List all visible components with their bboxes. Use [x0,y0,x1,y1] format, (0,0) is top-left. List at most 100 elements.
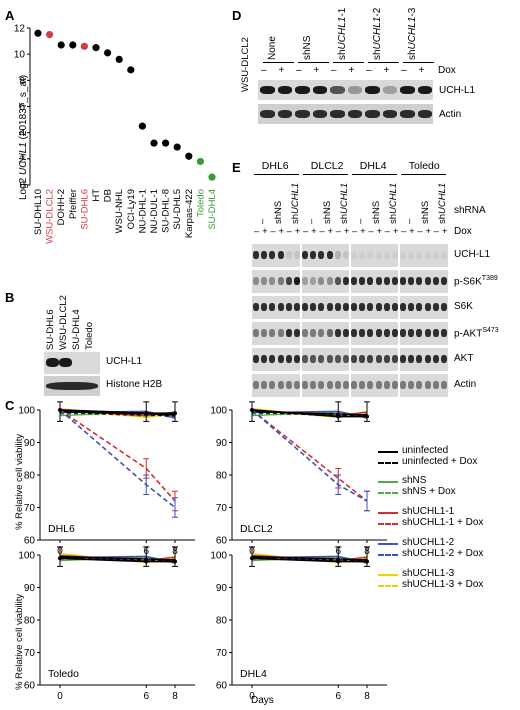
blot-band [400,329,407,337]
blot-e-lane-label-part: shNS [322,200,334,224]
legend-label: shUCHL1-1 + Dox [402,517,484,528]
blot-band [269,329,276,337]
blot-band [310,329,317,337]
chart-c-point [144,411,149,416]
chart-c-point [336,414,341,419]
blot-band [400,381,407,389]
blot-band [46,382,98,390]
blot-e-row-label-text: S6K [454,301,473,312]
panel-a-x-label: DB [103,189,114,202]
blot-band [351,277,358,285]
blot-e-cell-line: Toledo [408,160,440,172]
panel-a-point [92,44,100,52]
blot-band [416,355,423,363]
blot-e-lane-label-part: UCHL1 [289,182,301,214]
chart-c-y-tick-label: 90 [216,583,228,594]
blot-band [261,355,268,363]
blot-band [326,251,333,259]
blot-e-lane-label-part: – [305,218,317,224]
blot-band [375,355,382,363]
blot-e-dox-mark: + [360,226,366,237]
blot-band [46,358,59,367]
chart-c-y-tick-label: 90 [24,583,36,594]
chart-c-x-tick-label: 0 [57,691,63,702]
blot-d-dox-mark: – [331,65,337,76]
blot-band [440,381,447,389]
panel-a-point [69,41,77,49]
blot-band [277,329,284,337]
blot-band [330,86,345,94]
blot-band [383,381,390,389]
blot-band [261,329,268,337]
blot-band [326,303,333,311]
panel-a-y-tick-label: 10 [14,50,26,61]
blot-band [260,110,275,118]
blot-d-dox-mark: – [296,65,302,76]
blot-band [302,381,309,389]
chart-c-y-tick-label: 80 [24,616,36,627]
blot-d-group-label: shUCHL1-1 [337,8,348,60]
blot-band [330,110,345,118]
chart-c-drop-line [59,409,176,509]
blot-band [359,303,366,311]
blot-e-separator [398,296,400,319]
blot-e-lane-label: shUCHL1 [339,183,350,224]
blot-band [293,277,300,285]
blot-band [293,329,300,337]
blot-d-uchl1-strip [258,80,433,100]
blot-b-uchl1-strip [44,352,100,374]
blot-d-group-bracket [333,62,364,63]
blot-e-lane-label-part: sh [289,213,301,224]
blot-band [285,329,292,337]
panel-a-point [150,139,158,147]
panel-a-x-label: SU-DHL4 [207,189,218,230]
blot-band [277,251,284,259]
blot-band [375,303,382,311]
blot-e-strip [252,348,448,371]
blot-band [318,303,325,311]
blot-e-row-label: S6K [454,301,473,312]
blot-band [302,251,309,259]
panel-label-d: D [232,8,242,23]
blot-d-group-label-part: UCHL1 [337,16,348,50]
panel-a-point [57,41,65,49]
blot-e-dox-mark: + [343,226,350,237]
panel-a-y-tick-label: 12 [14,24,26,35]
legend-swatch [378,543,398,545]
blot-band [312,110,327,118]
blot-band [285,381,292,389]
chart-c-point [173,559,177,564]
blot-d-dox-mark: + [348,65,355,76]
blot-band [326,329,333,337]
blot-e-cell-line: DLCL2 [310,160,344,172]
panel-a-x-label: SU-DHL-8 [161,189,172,233]
chart-c-point [250,556,254,561]
blot-e-separator [349,322,351,345]
chart-c-point [58,556,62,561]
blot-e-lane-label: shNS [273,201,284,224]
blot-e-shrna-label: shRNA [454,205,486,216]
panel-a-x-label: SU-DHL10 [33,189,44,235]
panel-a-point [34,29,42,37]
blot-band [391,329,398,337]
blot-band [424,329,431,337]
panel-a-y-tick-label: 2 [19,154,25,165]
legend-label: uninfected + Dox [402,456,478,467]
blot-band [391,251,398,259]
panel-a-x-label: Toledo [195,189,206,217]
blot-e-row-label: Actin [454,379,476,390]
blot-band [334,329,341,337]
blot-band [359,251,366,259]
blot-d-dox-mark: + [313,65,320,76]
blot-d-dox-mark: – [366,65,372,76]
blot-band [365,110,380,118]
blot-band [326,355,333,363]
chart-c-y-tick-label: 70 [24,503,36,514]
panel-a-x-label: DOHH-2 [56,189,67,225]
panel-label-e: E [232,160,241,175]
blot-band [253,381,260,389]
blot-e-separator [398,244,400,267]
blot-band [408,355,415,363]
blot-band [342,277,349,285]
blot-band [342,355,349,363]
